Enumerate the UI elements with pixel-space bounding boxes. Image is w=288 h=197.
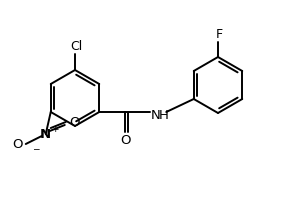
Text: N: N (40, 127, 51, 140)
Text: O: O (12, 138, 23, 151)
Text: F: F (215, 28, 223, 41)
Text: −: − (32, 145, 39, 153)
Text: +: + (51, 125, 58, 134)
Text: Cl: Cl (70, 40, 82, 53)
Text: N: N (151, 109, 161, 122)
Text: O: O (120, 134, 130, 147)
Text: O: O (69, 115, 79, 128)
Text: H: H (159, 109, 169, 122)
